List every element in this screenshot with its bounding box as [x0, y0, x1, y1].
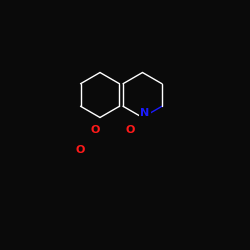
Text: O: O: [90, 125, 100, 135]
Text: O: O: [75, 145, 85, 155]
Text: O: O: [125, 125, 135, 135]
Text: N: N: [140, 108, 150, 118]
